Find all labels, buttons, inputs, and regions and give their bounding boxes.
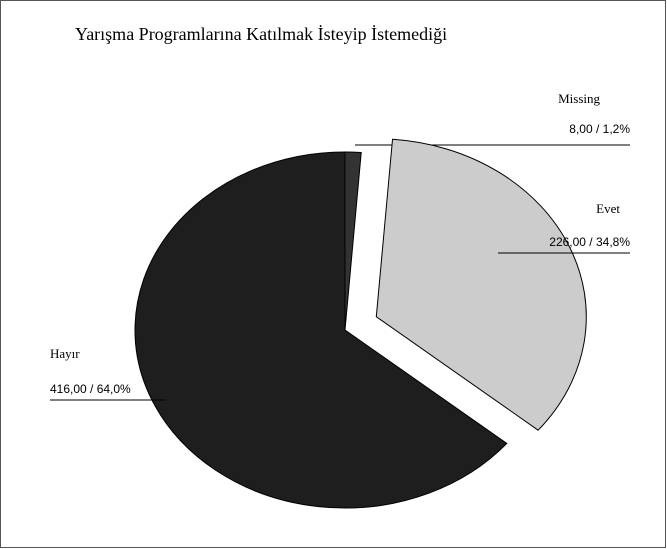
pie-slice	[375, 138, 587, 431]
legend-label: Evet	[596, 201, 620, 216]
chart-title: Yarışma Programlarına Katılmak İsteyip İ…	[75, 24, 447, 44]
data-label: 416,00 / 64,0%	[50, 382, 131, 396]
legend-label: Hayır	[50, 346, 80, 361]
pie-slice	[134, 151, 508, 509]
legend-label: Missing	[558, 91, 600, 106]
data-label: 226,00 / 34,8%	[549, 235, 630, 249]
data-label: 8,00 / 1,2%	[569, 122, 630, 136]
